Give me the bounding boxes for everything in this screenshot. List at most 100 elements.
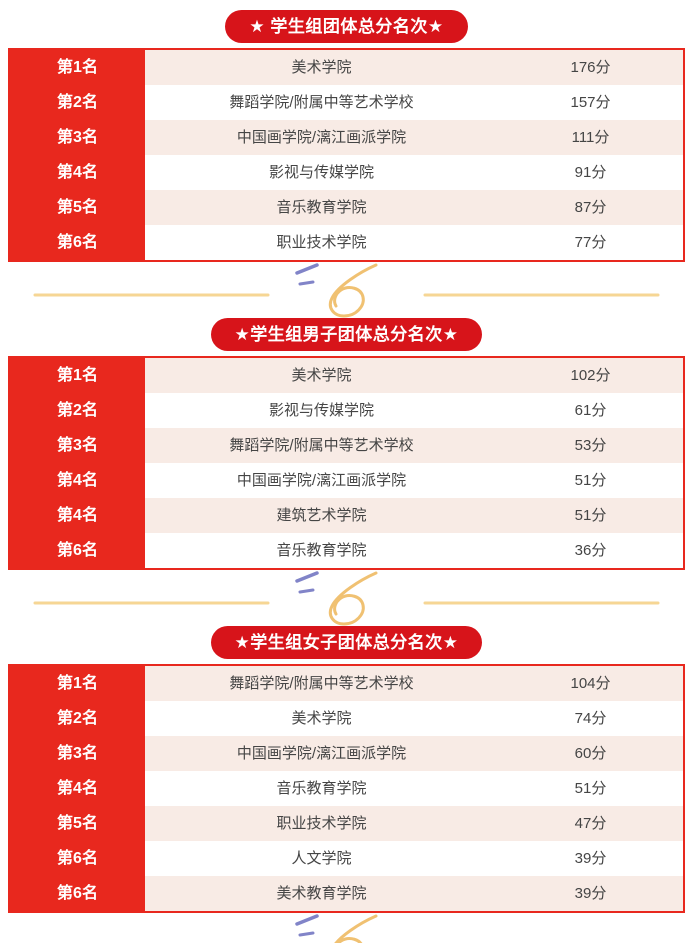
score-cell: 53分 xyxy=(574,437,607,454)
section-divider xyxy=(0,570,693,626)
score-cell: 102分 xyxy=(570,367,611,384)
rank-cell: 第3名 xyxy=(10,428,145,463)
rank-cell: 第1名 xyxy=(10,666,145,701)
table-row: 第2名 舞蹈学院/附属中等艺术学校 157分 xyxy=(10,85,683,120)
gold-swirl-icon xyxy=(328,571,378,626)
gold-swirl-icon xyxy=(334,914,378,943)
gold-swirl-icon xyxy=(328,263,378,318)
ranking-table: 第1名 美术学院 102分 第2名 影视与传媒学院 61分 第3名 舞蹈学院/附… xyxy=(8,356,685,570)
rank-cell: 第3名 xyxy=(10,120,145,155)
school-cell: 音乐教育学院 xyxy=(276,542,367,559)
score-cell: 51分 xyxy=(574,472,607,489)
purple-accent-icon xyxy=(298,588,315,594)
ranking-section: ★学生组男子团体总分名次★ 第1名 美术学院 102分 第2名 影视与传媒学院 … xyxy=(0,318,693,626)
table-row: 第4名 中国画学院/漓江画派学院 51分 xyxy=(10,463,683,498)
rank-cell: 第4名 xyxy=(10,771,145,806)
school-cell: 美术教育学院 xyxy=(276,885,367,902)
school-cell: 舞蹈学院/附属中等艺术学校 xyxy=(229,94,414,111)
school-cell: 职业技术学院 xyxy=(276,815,367,832)
school-cell: 舞蹈学院/附属中等艺术学校 xyxy=(229,675,414,692)
ranking-section: ★学生组女子团体总分名次★ 第1名 舞蹈学院/附属中等艺术学校 104分 第2名… xyxy=(0,626,693,943)
table-row: 第6名 职业技术学院 77分 xyxy=(10,225,683,260)
school-cell: 中国画学院/漓江画派学院 xyxy=(236,745,407,762)
score-cell: 111分 xyxy=(571,129,610,146)
section-title: ★学生组男子团体总分名次★ xyxy=(234,325,459,344)
purple-accent-icon xyxy=(298,280,315,286)
section-divider xyxy=(0,913,693,943)
school-cell: 美术学院 xyxy=(291,710,352,727)
school-cell: 音乐教育学院 xyxy=(276,199,367,216)
school-cell: 美术学院 xyxy=(291,59,352,76)
school-cell: 中国画学院/漓江画派学院 xyxy=(236,472,407,489)
rank-cell: 第6名 xyxy=(10,533,145,568)
table-row: 第5名 音乐教育学院 87分 xyxy=(10,190,683,225)
section-title: ★学生组女子团体总分名次★ xyxy=(234,633,459,652)
score-cell: 157分 xyxy=(570,94,611,111)
purple-accent-icon xyxy=(298,931,315,937)
ranking-table: 第1名 美术学院 176分 第2名 舞蹈学院/附属中等艺术学校 157分 第3名… xyxy=(8,48,685,262)
divider-ornament xyxy=(33,571,660,626)
ranking-section: ★ 学生组团体总分名次★ 第1名 美术学院 176分 第2名 舞蹈学院/附属中等… xyxy=(0,10,693,318)
ranking-table: 第1名 舞蹈学院/附属中等艺术学校 104分 第2名 美术学院 74分 第3名 … xyxy=(8,664,685,913)
school-cell: 职业技术学院 xyxy=(276,234,367,251)
score-cell: 91分 xyxy=(574,164,607,181)
score-cell: 77分 xyxy=(574,234,607,251)
rank-cell: 第1名 xyxy=(10,50,145,85)
table-row: 第4名 建筑艺术学院 51分 xyxy=(10,498,683,533)
score-cell: 104分 xyxy=(570,675,611,692)
rank-cell: 第2名 xyxy=(10,701,145,736)
score-cell: 36分 xyxy=(574,542,607,559)
section-title-badge: ★学生组男子团体总分名次★ xyxy=(210,318,483,351)
rank-cell: 第4名 xyxy=(10,498,145,533)
purple-accent-icon xyxy=(295,263,319,275)
table-row: 第1名 美术学院 176分 xyxy=(10,50,683,85)
rank-cell: 第1名 xyxy=(10,358,145,393)
rank-cell: 第6名 xyxy=(10,841,145,876)
score-cell: 61分 xyxy=(574,402,607,419)
table-row: 第4名 影视与传媒学院 91分 xyxy=(10,155,683,190)
school-cell: 音乐教育学院 xyxy=(276,780,367,797)
table-row: 第6名 人文学院 39分 xyxy=(10,841,683,876)
rank-cell: 第2名 xyxy=(10,85,145,120)
section-title-badge: ★ 学生组团体总分名次★ xyxy=(225,10,468,43)
table-row: 第3名 中国画学院/漓江画派学院 111分 xyxy=(10,120,683,155)
school-cell: 建筑艺术学院 xyxy=(276,507,367,524)
score-cell: 176分 xyxy=(570,59,611,76)
purple-accent-icon xyxy=(295,571,319,583)
table-row: 第2名 美术学院 74分 xyxy=(10,701,683,736)
section-title: ★ 学生组团体总分名次★ xyxy=(249,17,444,36)
table-row: 第3名 中国画学院/漓江画派学院 60分 xyxy=(10,736,683,771)
table-row: 第6名 音乐教育学院 36分 xyxy=(10,533,683,568)
section-divider xyxy=(0,262,693,318)
section-title-badge: ★学生组女子团体总分名次★ xyxy=(210,626,483,659)
rank-cell: 第5名 xyxy=(10,806,145,841)
score-cell: 60分 xyxy=(574,745,607,762)
table-row: 第3名 舞蹈学院/附属中等艺术学校 53分 xyxy=(10,428,683,463)
table-row: 第2名 影视与传媒学院 61分 xyxy=(10,393,683,428)
school-cell: 影视与传媒学院 xyxy=(268,402,374,419)
school-cell: 人文学院 xyxy=(291,850,352,867)
table-row: 第1名 舞蹈学院/附属中等艺术学校 104分 xyxy=(10,666,683,701)
table-row: 第5名 职业技术学院 47分 xyxy=(10,806,683,841)
school-cell: 影视与传媒学院 xyxy=(268,164,374,181)
rank-cell: 第4名 xyxy=(10,463,145,498)
purple-accent-icon xyxy=(295,914,319,926)
table-row: 第1名 美术学院 102分 xyxy=(10,358,683,393)
score-cell: 39分 xyxy=(574,850,607,867)
rank-cell: 第4名 xyxy=(10,155,145,190)
score-cell: 74分 xyxy=(574,710,607,727)
divider-ornament xyxy=(295,914,378,943)
rank-cell: 第3名 xyxy=(10,736,145,771)
rank-cell: 第2名 xyxy=(10,393,145,428)
table-row: 第6名 美术教育学院 39分 xyxy=(10,876,683,911)
score-cell: 51分 xyxy=(574,780,607,797)
rank-cell: 第6名 xyxy=(10,225,145,260)
score-cell: 39分 xyxy=(574,885,607,902)
rank-cell: 第5名 xyxy=(10,190,145,225)
school-cell: 美术学院 xyxy=(291,367,352,384)
score-cell: 87分 xyxy=(574,199,607,216)
score-cell: 47分 xyxy=(574,815,607,832)
school-cell: 舞蹈学院/附属中等艺术学校 xyxy=(229,437,414,454)
score-cell: 51分 xyxy=(574,507,607,524)
